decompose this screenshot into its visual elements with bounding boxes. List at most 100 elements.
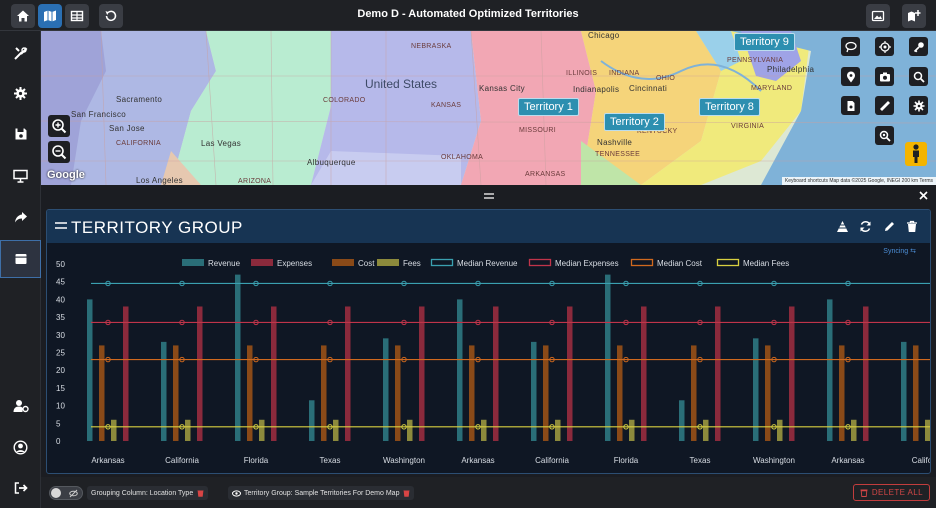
- map-add-icon: [908, 10, 921, 22]
- grouping-column-chip[interactable]: Grouping Column: Location Type: [87, 486, 209, 500]
- median-point: [771, 356, 777, 363]
- sidebar-item-share[interactable]: [0, 198, 41, 236]
- magnify-icon: [879, 130, 891, 142]
- ruler-tool[interactable]: [875, 96, 894, 115]
- median-point: [623, 356, 629, 363]
- legend-swatch: [716, 258, 740, 267]
- google-logo: Google: [47, 169, 85, 181]
- sidebar-item-save[interactable]: [0, 115, 41, 153]
- sidebar-item-settings[interactable]: [0, 74, 41, 112]
- sidebar-item-tools[interactable]: [0, 34, 41, 72]
- bar-cost: [395, 345, 401, 441]
- add-map-button[interactable]: [902, 4, 926, 28]
- median-point: [549, 280, 555, 287]
- map-attribution[interactable]: Keyboard shortcuts Map data ©2025 Google…: [781, 177, 936, 185]
- y-tick-label: 30: [56, 331, 65, 340]
- settings-tool[interactable]: [909, 96, 928, 115]
- drag-handle-icon[interactable]: [484, 193, 494, 199]
- bar-fees: [481, 419, 487, 441]
- panel-divider[interactable]: [41, 185, 936, 207]
- bar-expenses: [863, 306, 869, 441]
- median-point: [623, 424, 629, 430]
- median-point: [475, 424, 481, 430]
- lasso-tool[interactable]: [841, 37, 860, 56]
- x-tick-label: Texas: [690, 456, 711, 465]
- screenshot-tool[interactable]: [875, 67, 894, 86]
- map-view[interactable]: NEBRASKA KANSAS COLORADO OKLAHOMA ARKANS…: [41, 31, 936, 185]
- legend-label: Revenue: [208, 259, 241, 268]
- remove-chip-icon[interactable]: [197, 489, 204, 497]
- territory-8-label[interactable]: Territory 8: [699, 98, 760, 116]
- home-button[interactable]: [11, 4, 35, 28]
- sidebar-item-present[interactable]: [0, 157, 41, 195]
- trash-icon[interactable]: [906, 220, 918, 233]
- bar-expenses: [345, 306, 351, 441]
- eye-slash-icon: [69, 489, 78, 498]
- tools-icon: [14, 46, 28, 60]
- territory-9-label[interactable]: Territory 9: [734, 33, 795, 51]
- edit-icon[interactable]: [883, 220, 896, 233]
- user-gear-icon: [13, 400, 29, 413]
- key-tool[interactable]: [909, 37, 928, 56]
- pin-tool[interactable]: [841, 67, 860, 86]
- median-point: [771, 280, 777, 287]
- sidebar-item-logout[interactable]: [0, 469, 41, 507]
- bar-cost: [469, 345, 475, 441]
- sidebar-item-account[interactable]: [0, 428, 41, 466]
- close-icon[interactable]: [919, 191, 928, 200]
- median-point: [105, 280, 111, 287]
- x-tick-label: Califo: [912, 456, 931, 465]
- document-tool[interactable]: [841, 96, 860, 115]
- median-point: [401, 319, 407, 326]
- map-view-button[interactable]: [38, 4, 62, 28]
- y-tick-label: 0: [56, 437, 61, 446]
- territory-1-label[interactable]: Territory 1: [518, 98, 579, 116]
- y-tick-label: 35: [56, 313, 65, 322]
- search-tool[interactable]: [909, 67, 928, 86]
- ruler-icon: [879, 100, 890, 111]
- delete-all-button[interactable]: DELETE ALL: [852, 484, 930, 501]
- gallery-button[interactable]: [866, 4, 890, 28]
- image-icon: [871, 10, 885, 22]
- pyramid-icon[interactable]: [836, 220, 849, 233]
- y-tick-label: 45: [56, 278, 65, 287]
- bar-revenue: [309, 400, 315, 441]
- territory-group-label: Territory Group: Sample Territories For …: [244, 489, 400, 497]
- street-view-button[interactable]: [905, 142, 927, 166]
- legend-swatch: [630, 258, 654, 267]
- remove-chip-icon[interactable]: [403, 489, 410, 497]
- median-point: [253, 356, 259, 363]
- bar-revenue: [161, 341, 167, 441]
- territory-group-chip[interactable]: Territory Group: Sample Territories For …: [228, 486, 415, 500]
- toggle-switch[interactable]: [49, 486, 83, 500]
- bar-fees: [333, 419, 339, 441]
- legend-swatch: [528, 258, 552, 267]
- lasso-icon: [844, 41, 857, 52]
- median-point: [253, 319, 259, 326]
- territory-2-label[interactable]: Territory 2: [604, 113, 665, 131]
- zoom-search-tool[interactable]: [875, 126, 894, 145]
- logout-icon: [14, 482, 28, 494]
- zoom-in-button[interactable]: [48, 115, 70, 137]
- sidebar-item-panel[interactable]: [0, 240, 41, 278]
- table-view-button[interactable]: [65, 4, 89, 28]
- menu-icon[interactable]: [55, 222, 67, 230]
- home-icon: [17, 10, 29, 22]
- refresh-icon[interactable]: [859, 220, 872, 233]
- presentation-icon: [13, 169, 28, 183]
- zoom-out-button[interactable]: [48, 141, 70, 163]
- save-icon: [15, 128, 26, 140]
- median-point: [179, 280, 185, 287]
- eye-icon[interactable]: [232, 489, 241, 497]
- locate-tool[interactable]: [875, 37, 894, 56]
- app-title: Demo D - Automated Optimized Territories: [357, 8, 579, 20]
- legend-label: Median Cost: [657, 259, 703, 268]
- reset-button[interactable]: [99, 4, 123, 28]
- sidebar-item-user-settings[interactable]: [0, 387, 41, 425]
- x-tick-label: Arkansas: [461, 456, 494, 465]
- bar-cost: [173, 345, 179, 441]
- undo-icon: [105, 10, 117, 22]
- median-point: [623, 319, 629, 326]
- median-point: [253, 280, 259, 287]
- grouping-column-label: Grouping Column: Location Type: [91, 489, 194, 497]
